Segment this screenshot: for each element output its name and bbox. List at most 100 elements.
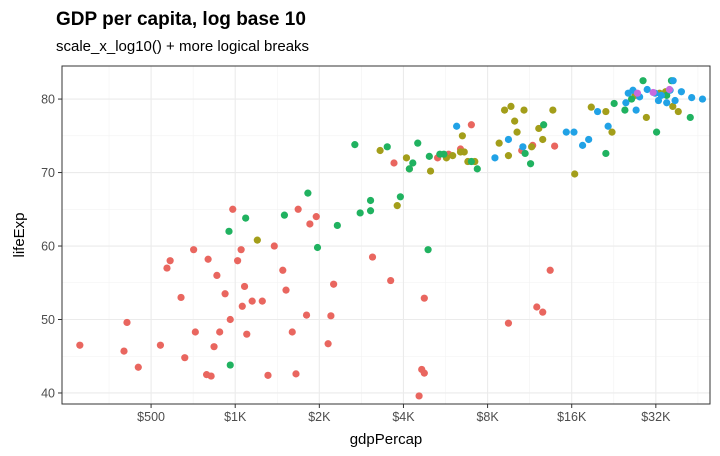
x-tick-label: $2K — [308, 410, 331, 424]
data-point — [225, 227, 233, 235]
data-point — [632, 106, 640, 114]
data-point — [540, 121, 548, 129]
data-point — [549, 106, 557, 114]
data-point — [366, 196, 375, 205]
data-point — [652, 128, 661, 136]
data-point — [221, 290, 229, 298]
data-point — [207, 372, 215, 380]
data-point — [649, 88, 657, 97]
data-point — [520, 106, 528, 114]
data-point — [402, 154, 411, 162]
data-point — [674, 107, 682, 116]
data-point — [449, 152, 457, 160]
x-axis-ticks: $500 $1K $2K $4K $8K $16K $32K — [137, 404, 671, 424]
data-point — [396, 193, 404, 201]
chart-subtitle: scale_x_log10() + more logical breaks — [56, 38, 309, 55]
data-point — [602, 149, 610, 158]
data-point — [608, 128, 616, 136]
data-point — [414, 139, 422, 147]
data-point — [238, 302, 246, 310]
data-point — [134, 363, 142, 371]
x-tick-label: $4K — [392, 410, 415, 424]
y-tick-label: 80 — [41, 93, 55, 107]
data-point — [504, 319, 513, 327]
data-points — [76, 77, 707, 400]
data-point — [621, 106, 629, 114]
data-point — [622, 99, 630, 107]
data-point — [163, 264, 171, 272]
data-point — [415, 392, 423, 400]
data-point — [324, 340, 332, 348]
chart-title: GDP per capita, log base 10 — [56, 9, 306, 30]
data-point — [686, 113, 694, 122]
y-tick-label: 40 — [41, 386, 55, 400]
data-point — [604, 122, 612, 130]
data-point — [570, 128, 578, 136]
x-tick-label: $8K — [476, 410, 499, 424]
data-point — [177, 293, 185, 302]
data-point — [302, 311, 311, 319]
data-point — [243, 330, 251, 338]
data-point — [306, 220, 314, 228]
data-point — [526, 160, 535, 168]
data-point — [533, 303, 541, 311]
data-point — [551, 142, 559, 150]
data-point — [521, 149, 529, 158]
data-point — [642, 113, 650, 122]
data-point — [229, 205, 237, 213]
data-point — [282, 286, 290, 294]
data-point — [234, 257, 242, 265]
data-point — [511, 117, 519, 125]
data-point — [191, 328, 199, 336]
data-point — [313, 243, 322, 252]
data-point — [76, 341, 84, 349]
data-point — [453, 122, 461, 130]
data-point — [639, 77, 647, 85]
data-point — [393, 202, 401, 210]
data-point — [633, 89, 642, 97]
data-point — [504, 135, 513, 144]
y-tick-label: 60 — [41, 240, 55, 254]
panel-border — [61, 65, 711, 405]
data-point — [507, 102, 515, 111]
data-point — [460, 148, 468, 156]
data-point — [643, 85, 651, 94]
data-point — [270, 242, 278, 250]
data-point — [242, 214, 250, 222]
data-point — [627, 95, 636, 103]
data-point — [368, 253, 377, 261]
data-point — [294, 205, 302, 213]
data-point — [213, 271, 221, 280]
data-point — [587, 103, 595, 111]
data-point — [292, 370, 300, 378]
data-point — [677, 88, 685, 96]
data-point — [671, 96, 679, 105]
data-point — [226, 361, 234, 369]
data-point — [383, 143, 391, 151]
data-point — [253, 236, 261, 244]
data-point — [279, 266, 287, 274]
data-point — [698, 95, 707, 103]
data-point — [473, 165, 481, 173]
data-point — [425, 152, 433, 160]
data-point — [458, 132, 466, 140]
y-axis-ticks: 40 50 60 70 80 — [41, 93, 62, 400]
data-point — [351, 141, 359, 149]
plot-panel — [62, 66, 710, 404]
data-point — [304, 189, 312, 197]
data-point — [585, 135, 593, 144]
data-point — [519, 143, 527, 151]
data-point — [120, 347, 128, 355]
data-point — [467, 157, 475, 166]
data-point — [669, 77, 677, 85]
data-point — [562, 128, 570, 136]
data-point — [669, 102, 677, 111]
data-point — [440, 150, 448, 158]
data-point — [366, 207, 375, 215]
data-point — [663, 91, 671, 99]
x-tick-label: $32K — [641, 410, 671, 424]
data-point — [546, 266, 554, 274]
data-point — [610, 99, 618, 108]
x-tick-label: $1K — [224, 410, 247, 424]
y-axis-label: lifeExp — [11, 212, 28, 257]
